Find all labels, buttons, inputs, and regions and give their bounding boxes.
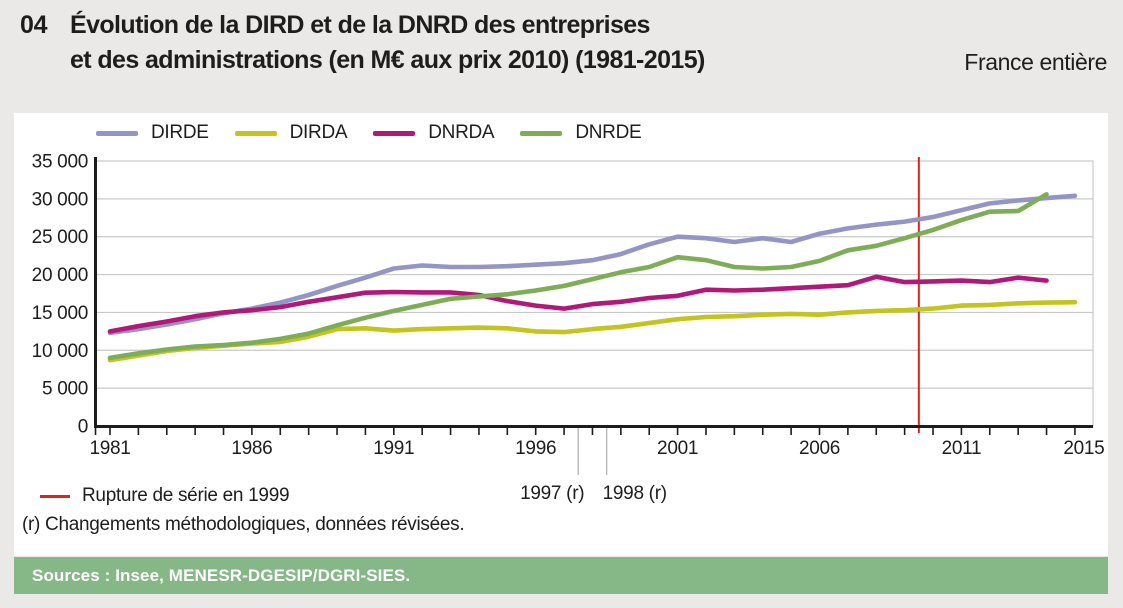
y-axis-tick-label: 10 000 [32, 341, 88, 362]
x-axis-tick-label: 1991 [373, 438, 414, 459]
x-axis-tick-label: 1981 [89, 438, 130, 459]
region-label: France entière [964, 49, 1107, 75]
legend-item-dirde: DIRDE [96, 122, 209, 144]
y-axis-tick-label: 15 000 [32, 303, 88, 324]
chart-legend: DIRDE DIRDA DNRDA DNRDE [96, 122, 667, 144]
figure-number: 04 [20, 11, 48, 39]
revision-note: (r) Changements méthodologiques, données… [22, 514, 465, 535]
revision-line-label: 1997 (r) [520, 483, 584, 504]
sources-bar: Sources : Insee, MENESR-DGESIP/DGRI-SIES… [14, 557, 1108, 594]
rupture-line-swatch [40, 494, 70, 498]
y-axis-tick-label: 25 000 [32, 227, 88, 248]
y-axis-tick-label: 5 000 [42, 379, 88, 400]
legend-item-dnrde: DNRDE [520, 122, 642, 144]
legend-item-dirda: DIRDA [234, 122, 348, 144]
x-axis-tick-label: 1986 [231, 438, 272, 459]
series-dirde [107, 193, 1078, 336]
x-axis-tick-label: 1996 [515, 438, 556, 459]
series-dirda [107, 299, 1078, 363]
revision-line-label: 1998 (r) [603, 483, 667, 504]
figure-title-line2: et des administrations (en M€ aux prix 2… [70, 46, 705, 74]
rupture-legend-label: Rupture de série en 1999 [82, 485, 290, 506]
legend-item-dnrda: DNRDA [373, 122, 495, 144]
legend-label-dnrde: DNRDE [575, 122, 642, 143]
x-axis-tick-label: 2001 [657, 438, 698, 459]
legend-label-dnrda: DNRDA [428, 122, 495, 143]
x-axis-tick-label: 2006 [799, 438, 840, 459]
legend-swatch-dirde [96, 130, 138, 136]
series-dnrde [107, 192, 1049, 361]
legend-swatch-dnrde [520, 130, 563, 136]
y-axis-tick-label: 35 000 [32, 152, 88, 173]
legend-label-dirde: DIRDE [151, 122, 209, 143]
chart-canvas: 1997 (r) 1998 (r) 0 5 000 10 000 15 000 20 000… [32, 152, 1105, 505]
legend-label-dirda: DIRDA [289, 122, 348, 143]
series-dnrda [107, 274, 1049, 334]
chart-panel: 1997 (r) 1998 (r) 0 5 000 10 000 15 000 20 000… [14, 113, 1108, 556]
legend-swatch-dirda [234, 130, 277, 136]
rupture-legend: Rupture de série en 1999 [40, 485, 290, 507]
figure-title-line1: Évolution de la DIRD et de la DNRD des e… [70, 11, 650, 39]
x-axis-tick-label: 2015 [1063, 438, 1104, 459]
x-axis-tick-label: 2011 [942, 438, 982, 459]
y-axis-tick-label: 20 000 [32, 265, 88, 286]
y-axis-tick-label: 0 [78, 417, 88, 438]
legend-swatch-dnrda [373, 130, 416, 136]
y-axis-tick-label: 30 000 [32, 189, 88, 210]
